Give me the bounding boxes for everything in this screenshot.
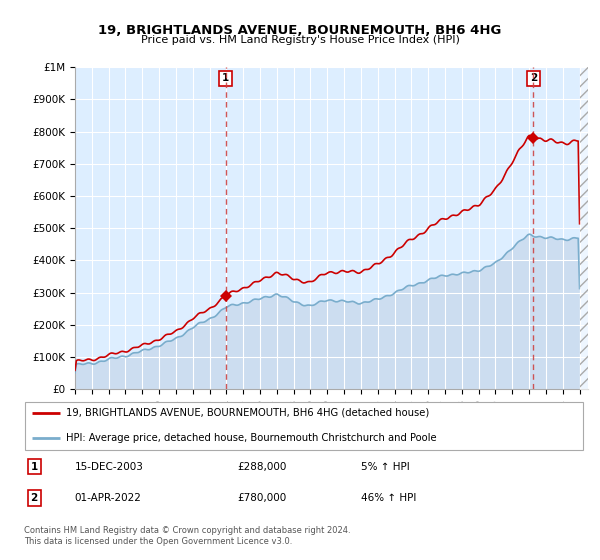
Text: 5% ↑ HPI: 5% ↑ HPI	[361, 461, 409, 472]
Text: 19, BRIGHTLANDS AVENUE, BOURNEMOUTH, BH6 4HG (detached house): 19, BRIGHTLANDS AVENUE, BOURNEMOUTH, BH6…	[66, 408, 430, 418]
Text: 01-APR-2022: 01-APR-2022	[74, 493, 142, 503]
Text: Price paid vs. HM Land Registry's House Price Index (HPI): Price paid vs. HM Land Registry's House …	[140, 35, 460, 45]
Text: Contains HM Land Registry data © Crown copyright and database right 2024.
This d: Contains HM Land Registry data © Crown c…	[24, 526, 350, 546]
Text: 15-DEC-2003: 15-DEC-2003	[74, 461, 143, 472]
Text: 2: 2	[31, 493, 38, 503]
FancyBboxPatch shape	[25, 402, 583, 450]
Text: HPI: Average price, detached house, Bournemouth Christchurch and Poole: HPI: Average price, detached house, Bour…	[66, 433, 437, 443]
Text: 2: 2	[530, 73, 537, 83]
Text: £288,000: £288,000	[237, 461, 287, 472]
Text: £780,000: £780,000	[237, 493, 286, 503]
Text: 1: 1	[222, 73, 229, 83]
Text: 46% ↑ HPI: 46% ↑ HPI	[361, 493, 416, 503]
Text: 19, BRIGHTLANDS AVENUE, BOURNEMOUTH, BH6 4HG: 19, BRIGHTLANDS AVENUE, BOURNEMOUTH, BH6…	[98, 24, 502, 36]
Text: 1: 1	[31, 461, 38, 472]
Bar	[580, 67, 588, 389]
